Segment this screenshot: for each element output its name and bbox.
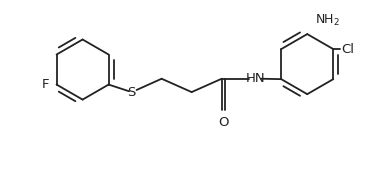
Text: NH$_2$: NH$_2$ (315, 13, 340, 28)
Text: S: S (127, 86, 136, 99)
Text: Cl: Cl (341, 43, 354, 56)
Text: O: O (218, 116, 228, 129)
Text: HN: HN (245, 72, 265, 85)
Text: F: F (42, 78, 49, 91)
